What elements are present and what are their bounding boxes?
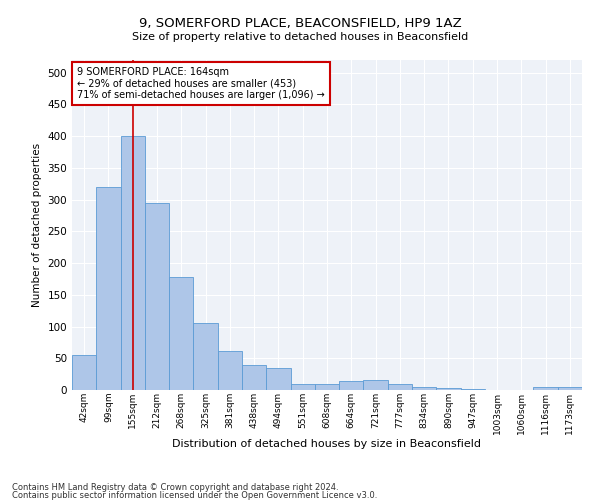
Bar (72, 355, 96, 390)
Text: Contains HM Land Registry data © Crown copyright and database right 2024.: Contains HM Land Registry data © Crown c… (12, 484, 338, 492)
Bar (266, 368, 290, 390)
Bar (339, 381, 364, 390)
Bar (461, 388, 485, 390)
Bar (169, 277, 193, 390)
Text: Size of property relative to detached houses in Beaconsfield: Size of property relative to detached ho… (132, 32, 468, 42)
Bar (218, 350, 242, 390)
Bar (145, 203, 169, 390)
Bar (533, 388, 558, 390)
Bar (242, 364, 266, 390)
Bar (290, 384, 315, 390)
Text: 9, SOMERFORD PLACE, BEACONSFIELD, HP9 1AZ: 9, SOMERFORD PLACE, BEACONSFIELD, HP9 1A… (139, 18, 461, 30)
X-axis label: Distribution of detached houses by size in Beaconsfield: Distribution of detached houses by size … (173, 439, 482, 449)
Bar (412, 387, 436, 390)
Bar (364, 380, 388, 390)
Bar (436, 388, 461, 390)
Bar (193, 322, 218, 390)
Bar (96, 187, 121, 390)
Bar (315, 384, 339, 390)
Bar (558, 387, 582, 390)
Text: Contains public sector information licensed under the Open Government Licence v3: Contains public sector information licen… (12, 490, 377, 500)
Bar (121, 136, 145, 390)
Text: 9 SOMERFORD PLACE: 164sqm
← 29% of detached houses are smaller (453)
71% of semi: 9 SOMERFORD PLACE: 164sqm ← 29% of detac… (77, 66, 325, 100)
Bar (388, 384, 412, 390)
Y-axis label: Number of detached properties: Number of detached properties (32, 143, 42, 307)
